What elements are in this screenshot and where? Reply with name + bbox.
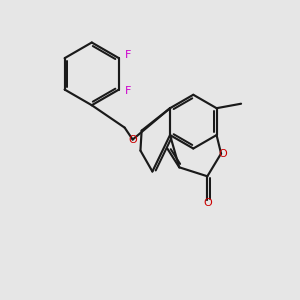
Text: O: O bbox=[128, 134, 137, 145]
Text: O: O bbox=[203, 198, 212, 208]
Text: F: F bbox=[125, 86, 131, 96]
Text: O: O bbox=[218, 148, 227, 159]
Text: F: F bbox=[125, 50, 131, 60]
